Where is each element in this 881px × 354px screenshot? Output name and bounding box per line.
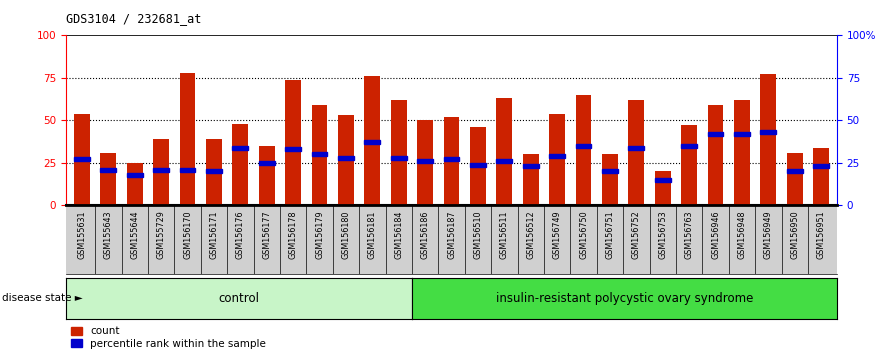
Bar: [707, 132, 723, 136]
Text: GSM156180: GSM156180: [342, 210, 351, 258]
Bar: [74, 114, 90, 205]
Text: GSM156949: GSM156949: [764, 210, 773, 259]
Bar: [365, 141, 381, 144]
Text: GSM156186: GSM156186: [420, 210, 430, 258]
Bar: [153, 167, 169, 172]
Text: GSM156950: GSM156950: [790, 210, 799, 259]
Bar: [655, 178, 670, 182]
Text: GSM156753: GSM156753: [658, 210, 667, 259]
Bar: [153, 139, 169, 205]
Bar: [180, 167, 196, 172]
Text: insulin-resistant polycystic ovary syndrome: insulin-resistant polycystic ovary syndr…: [496, 292, 753, 305]
Text: disease state ►: disease state ►: [2, 293, 83, 303]
Text: GSM156751: GSM156751: [605, 210, 614, 259]
Text: GSM155643: GSM155643: [104, 210, 113, 259]
Bar: [655, 171, 670, 205]
Text: GSM156750: GSM156750: [579, 210, 588, 259]
Bar: [391, 100, 407, 205]
Text: GSM156946: GSM156946: [711, 210, 720, 259]
Bar: [813, 164, 829, 168]
Text: GSM156179: GSM156179: [315, 210, 324, 259]
Text: GSM156510: GSM156510: [473, 210, 483, 259]
Bar: [444, 158, 459, 161]
Bar: [391, 156, 407, 160]
Bar: [470, 127, 485, 205]
Bar: [575, 144, 591, 148]
Bar: [127, 173, 143, 177]
Bar: [707, 105, 723, 205]
Bar: [338, 115, 354, 205]
Bar: [418, 159, 433, 163]
Bar: [285, 80, 301, 205]
Bar: [575, 95, 591, 205]
Text: GSM156749: GSM156749: [552, 210, 561, 259]
Bar: [444, 117, 459, 205]
Bar: [787, 153, 803, 205]
Bar: [549, 114, 565, 205]
Bar: [233, 145, 248, 150]
Bar: [681, 144, 697, 148]
Bar: [418, 120, 433, 205]
Bar: [522, 164, 538, 168]
Bar: [180, 73, 196, 205]
Bar: [365, 76, 381, 205]
Text: GSM156176: GSM156176: [236, 210, 245, 259]
Bar: [496, 98, 512, 205]
Text: control: control: [218, 292, 259, 305]
Text: GSM156511: GSM156511: [500, 210, 509, 259]
Text: GSM156512: GSM156512: [526, 210, 536, 259]
Bar: [285, 147, 301, 151]
Bar: [681, 125, 697, 205]
Text: GSM156181: GSM156181: [367, 210, 377, 258]
Text: GSM155631: GSM155631: [78, 210, 86, 259]
Bar: [549, 154, 565, 158]
Text: GSM156177: GSM156177: [263, 210, 271, 259]
Bar: [259, 161, 275, 165]
Text: GSM156184: GSM156184: [394, 210, 403, 258]
Text: GSM156178: GSM156178: [289, 210, 298, 259]
Text: GSM156951: GSM156951: [817, 210, 825, 259]
Bar: [338, 156, 354, 160]
Text: GDS3104 / 232681_at: GDS3104 / 232681_at: [66, 12, 202, 25]
Bar: [312, 105, 328, 205]
Bar: [470, 162, 485, 167]
Bar: [100, 167, 116, 172]
Bar: [233, 124, 248, 205]
Bar: [734, 100, 750, 205]
Text: GSM155644: GSM155644: [130, 210, 139, 259]
Legend: count, percentile rank within the sample: count, percentile rank within the sample: [71, 326, 266, 349]
Bar: [734, 132, 750, 136]
Text: GSM156187: GSM156187: [447, 210, 456, 259]
Bar: [813, 148, 829, 205]
Text: GSM156763: GSM156763: [685, 210, 693, 259]
Bar: [602, 154, 618, 205]
Text: GSM156948: GSM156948: [737, 210, 746, 259]
Bar: [602, 169, 618, 173]
Text: GSM156170: GSM156170: [183, 210, 192, 259]
Bar: [496, 159, 512, 163]
Text: GSM156171: GSM156171: [210, 210, 218, 259]
Bar: [127, 163, 143, 205]
Bar: [206, 169, 222, 173]
Bar: [100, 153, 116, 205]
Bar: [628, 145, 644, 150]
Text: GSM156752: GSM156752: [632, 210, 640, 259]
Bar: [312, 152, 328, 156]
Bar: [206, 139, 222, 205]
Bar: [628, 100, 644, 205]
Text: GSM155729: GSM155729: [157, 210, 166, 259]
Bar: [74, 158, 90, 161]
Bar: [259, 146, 275, 205]
Bar: [522, 154, 538, 205]
Bar: [787, 169, 803, 173]
Bar: [760, 130, 776, 134]
Bar: [760, 74, 776, 205]
